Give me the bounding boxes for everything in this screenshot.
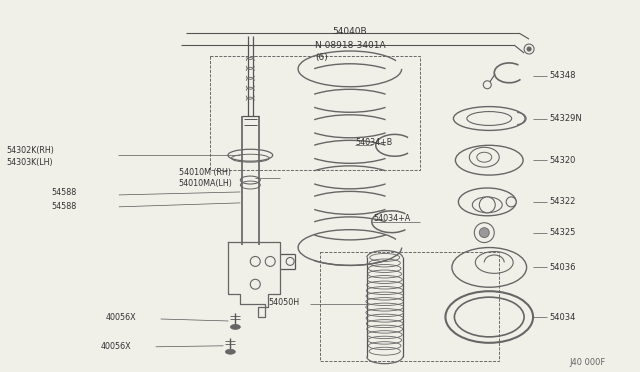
Text: 54036: 54036 [549,263,575,272]
Text: 54034+B: 54034+B [356,138,393,147]
Circle shape [265,256,275,266]
Circle shape [479,228,489,238]
Text: 54010MA(LH): 54010MA(LH) [179,179,232,187]
Ellipse shape [225,349,236,354]
Text: 54348: 54348 [549,71,575,80]
Text: 54050H: 54050H [268,298,300,307]
Text: 54034: 54034 [549,312,575,321]
Circle shape [250,279,260,289]
Text: 54040B: 54040B [332,27,367,36]
Circle shape [527,47,531,51]
Text: 40056X: 40056X [106,312,136,321]
Text: 54302K(RH): 54302K(RH) [6,146,54,155]
Text: 54320: 54320 [549,156,575,165]
Circle shape [474,223,494,243]
Text: J40 000F: J40 000F [569,358,605,367]
Text: (6): (6) [315,54,328,62]
Text: 54010M (RH): 54010M (RH) [179,168,230,177]
Ellipse shape [230,324,241,330]
Circle shape [483,81,492,89]
Text: 54588: 54588 [51,202,76,211]
Circle shape [506,197,516,207]
Text: 54303K(LH): 54303K(LH) [6,158,53,167]
Circle shape [524,44,534,54]
Text: 54034+A: 54034+A [374,214,411,223]
Text: 54322: 54322 [549,198,575,206]
Circle shape [479,197,495,213]
Text: 54325: 54325 [549,228,575,237]
Circle shape [250,256,260,266]
Circle shape [286,257,294,265]
Text: N 08918-3401A: N 08918-3401A [315,41,386,49]
Text: 54329N: 54329N [549,114,582,123]
Text: 54588: 54588 [51,189,76,198]
Text: 40056X: 40056X [101,342,132,351]
